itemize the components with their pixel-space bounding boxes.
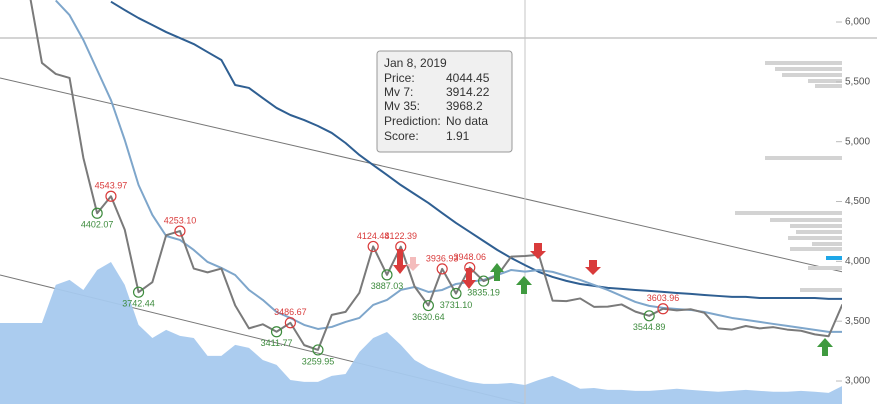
- y-tick-label: 4,500: [845, 196, 870, 207]
- profile-bar: [735, 211, 842, 215]
- profile-bar: [815, 84, 842, 88]
- profile-bar: [775, 67, 842, 71]
- point-marker: [643, 310, 655, 322]
- tooltip-value: 4044.45: [446, 71, 490, 85]
- tooltip-value: 3914.22: [446, 85, 490, 99]
- sell-arrow: [406, 257, 420, 271]
- tooltip-value: No data: [446, 114, 488, 128]
- value-label: 4124.48: [357, 231, 390, 241]
- profile-bar: [788, 236, 842, 240]
- value-label: 3936.93: [426, 253, 459, 263]
- point-marker: [270, 326, 283, 338]
- value-label: 3544.89: [633, 322, 666, 332]
- profile-bar: [790, 247, 842, 251]
- tooltip-label: Score:: [384, 129, 419, 143]
- value-label: 3948.06: [454, 252, 487, 262]
- value-label: 3731.10: [440, 300, 473, 310]
- tooltip-label: Mv 35:: [384, 99, 420, 113]
- tooltip-box: [376, 50, 513, 153]
- point-marker: [477, 275, 490, 287]
- profile-bar: [808, 79, 842, 83]
- value-label: 3630.64: [412, 312, 445, 322]
- profile-current: [826, 256, 842, 260]
- value-label: 3603.96: [647, 293, 680, 303]
- profile-bar: [800, 288, 842, 292]
- profile-bar: [782, 73, 842, 77]
- value-label: 3887.03: [371, 281, 404, 291]
- y-tick-label: 4,000: [845, 256, 870, 267]
- point-marker: [132, 286, 145, 298]
- sell-arrow: [530, 243, 546, 259]
- tooltip: Jan 8, 2019 Price: 4044.45 Mv 7: 3914.22…: [376, 50, 513, 153]
- profile-bar: [812, 242, 842, 246]
- sell-arrow: [585, 260, 601, 275]
- point-marker: [284, 317, 296, 329]
- profile-bar: [765, 61, 842, 65]
- point-marker: [422, 299, 434, 312]
- value-label: 3259.95: [302, 356, 335, 366]
- y-tick-label: 5,000: [845, 136, 870, 147]
- volume-profile: [735, 61, 842, 292]
- point-marker: [367, 240, 379, 253]
- point-marker: [312, 344, 324, 356]
- value-label: 4402.07: [81, 220, 114, 230]
- tooltip-value: 1.91: [446, 129, 470, 143]
- buy-arrow: [490, 263, 504, 281]
- point-marker: [436, 263, 448, 275]
- point-marker: [450, 287, 462, 300]
- value-label: 3486.67: [274, 307, 307, 317]
- profile-bar: [796, 230, 842, 234]
- series-line: [29, 0, 842, 351]
- buy-arrow: [817, 338, 833, 356]
- tooltip-label: Mv 7:: [384, 85, 413, 99]
- signals: [393, 243, 833, 356]
- volume-area: [0, 261, 842, 404]
- profile-bar: [808, 266, 842, 270]
- value-label: 3835.19: [467, 287, 500, 297]
- tooltip-title: Jan 8, 2019: [384, 56, 447, 70]
- point-marker: [91, 207, 103, 219]
- buy-arrow: [516, 276, 532, 294]
- profile-bar: [765, 156, 842, 160]
- point-marker: [174, 225, 186, 237]
- y-tick-label: 6,000: [845, 17, 870, 28]
- series-layer: 4402.07 4543.97 3742.44 4253.10 3411.77 3486.…: [29, 0, 842, 366]
- point-marker: [657, 303, 669, 315]
- point-marker: [381, 269, 393, 281]
- sell-arrow: [393, 249, 407, 274]
- series-line: [110, 0, 842, 300]
- trend-line: [0, 77, 842, 273]
- y-tick-label: 3,000: [845, 376, 870, 387]
- y-axis: 3,000 3,500 4,000 4,500 5,000 5,500 6,000: [836, 17, 870, 387]
- sell-arrow: [462, 268, 476, 289]
- value-label: 3411.77: [261, 338, 293, 348]
- tooltip-value: 3968.2: [446, 99, 483, 113]
- profile-bar: [790, 224, 842, 228]
- profile-bar: [770, 218, 842, 222]
- value-label: 4253.10: [164, 215, 197, 225]
- value-label: 3742.44: [122, 299, 155, 309]
- value-label: 4543.97: [95, 181, 128, 191]
- tooltip-label: Prediction:: [384, 114, 441, 128]
- point-marker: [105, 190, 117, 202]
- tooltip-label: Price:: [384, 71, 415, 85]
- value-label: 4122.39: [385, 231, 418, 241]
- plot-area: [0, 77, 842, 404]
- series-line: [55, 0, 842, 333]
- y-tick-label: 3,500: [845, 316, 870, 327]
- y-tick-label: 5,500: [845, 76, 870, 87]
